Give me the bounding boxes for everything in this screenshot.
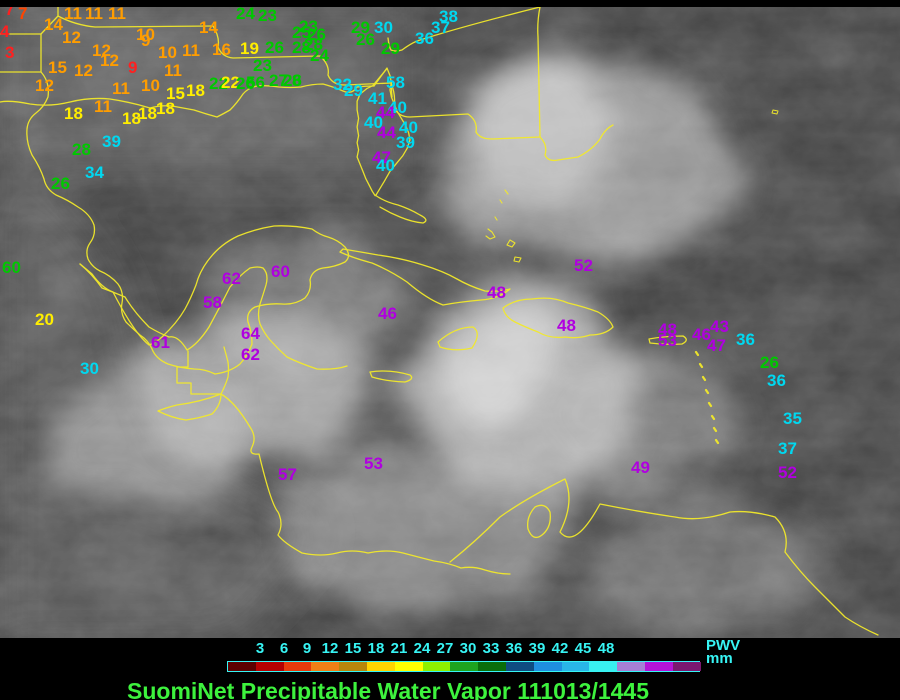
svg-text:53: 53	[364, 454, 383, 473]
svg-text:29: 29	[381, 39, 400, 58]
svg-text:11: 11	[108, 7, 126, 23]
svg-text:24: 24	[310, 46, 329, 65]
svg-text:52: 52	[574, 256, 593, 275]
svg-text:34: 34	[85, 163, 104, 182]
svg-text:12: 12	[62, 28, 81, 47]
svg-text:35: 35	[783, 409, 802, 428]
svg-text:47: 47	[707, 336, 726, 355]
svg-text:20: 20	[35, 310, 54, 329]
svg-text:36: 36	[767, 371, 786, 390]
svg-text:26: 26	[265, 38, 284, 57]
svg-text:44: 44	[377, 123, 396, 142]
svg-text:30: 30	[374, 18, 393, 37]
svg-text:18: 18	[186, 81, 205, 100]
svg-text:28: 28	[72, 140, 91, 159]
svg-text:60: 60	[271, 262, 290, 281]
svg-text:11: 11	[64, 7, 82, 23]
svg-text:10: 10	[158, 43, 177, 62]
svg-text:12: 12	[100, 51, 119, 70]
svg-text:4: 4	[0, 22, 10, 41]
svg-text:7: 7	[5, 7, 14, 19]
svg-text:12: 12	[74, 61, 93, 80]
svg-text:11: 11	[85, 7, 103, 23]
svg-text:43: 43	[710, 317, 729, 336]
svg-text:10: 10	[141, 76, 160, 95]
svg-text:39: 39	[102, 132, 121, 151]
svg-text:15: 15	[48, 58, 67, 77]
svg-text:56: 56	[246, 73, 265, 92]
svg-text:62: 62	[222, 269, 241, 288]
svg-text:23: 23	[258, 7, 277, 25]
svg-text:60: 60	[2, 258, 21, 277]
svg-text:3: 3	[5, 43, 14, 62]
svg-text:48: 48	[557, 316, 576, 335]
svg-text:18: 18	[156, 99, 175, 118]
svg-text:58: 58	[203, 293, 222, 312]
svg-text:9: 9	[128, 58, 137, 77]
svg-text:18: 18	[64, 104, 83, 123]
svg-text:62: 62	[241, 345, 260, 364]
svg-text:8: 8	[292, 71, 301, 90]
svg-text:64: 64	[241, 324, 260, 343]
svg-text:24: 24	[236, 7, 255, 23]
svg-text:61: 61	[151, 333, 170, 352]
svg-text:52: 52	[778, 463, 797, 482]
svg-text:18: 18	[138, 104, 157, 123]
svg-text:26: 26	[356, 30, 375, 49]
svg-text:7: 7	[18, 7, 27, 23]
svg-text:26: 26	[760, 353, 779, 372]
svg-text:29: 29	[344, 81, 363, 100]
svg-text:36: 36	[415, 29, 434, 48]
svg-text:46: 46	[378, 304, 397, 323]
svg-text:48: 48	[487, 283, 506, 302]
svg-text:11: 11	[94, 97, 112, 116]
svg-text:12: 12	[35, 76, 54, 95]
svg-text:11: 11	[112, 79, 130, 98]
svg-text:26: 26	[51, 174, 70, 193]
svg-text:53: 53	[658, 331, 677, 350]
svg-text:11: 11	[164, 61, 182, 80]
svg-text:14: 14	[199, 18, 218, 37]
svg-text:57: 57	[278, 465, 297, 484]
svg-text:16: 16	[212, 40, 231, 59]
svg-text:36: 36	[736, 330, 755, 349]
svg-text:40: 40	[376, 156, 395, 175]
svg-text:39: 39	[396, 133, 415, 152]
svg-text:58: 58	[386, 73, 405, 92]
svg-text:37: 37	[778, 439, 797, 458]
svg-text:30: 30	[80, 359, 99, 378]
svg-text:49: 49	[631, 458, 650, 477]
svg-text:11: 11	[182, 41, 200, 60]
svg-text:9: 9	[141, 31, 150, 50]
svg-text:14: 14	[44, 15, 63, 34]
